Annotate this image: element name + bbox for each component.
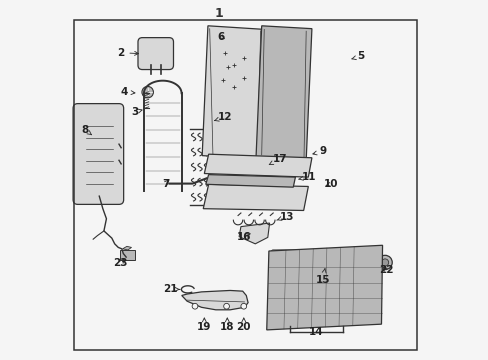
Polygon shape (255, 26, 311, 160)
Text: 21: 21 (163, 284, 180, 294)
Text: 7: 7 (162, 179, 169, 189)
Text: 8: 8 (81, 125, 91, 135)
Polygon shape (203, 184, 308, 211)
Text: 18: 18 (220, 318, 234, 332)
Text: 23: 23 (113, 258, 128, 268)
Text: 5: 5 (351, 51, 364, 61)
Circle shape (377, 255, 391, 270)
Text: 2: 2 (117, 48, 138, 58)
Text: 6: 6 (217, 32, 224, 41)
Text: 9: 9 (312, 146, 326, 156)
FancyBboxPatch shape (271, 250, 376, 264)
Polygon shape (204, 154, 311, 177)
FancyBboxPatch shape (138, 38, 173, 69)
Polygon shape (182, 291, 247, 310)
Text: 3: 3 (131, 107, 142, 117)
Text: 20: 20 (236, 318, 250, 332)
Text: 13: 13 (276, 212, 293, 221)
Polygon shape (266, 245, 382, 330)
Circle shape (241, 303, 246, 309)
Text: 10: 10 (323, 179, 337, 189)
Text: 17: 17 (269, 154, 286, 165)
Text: 1: 1 (215, 7, 224, 20)
FancyBboxPatch shape (73, 104, 123, 204)
Text: 16: 16 (237, 232, 251, 242)
Text: 12: 12 (214, 112, 231, 122)
Circle shape (192, 303, 198, 309)
Text: 11: 11 (298, 172, 316, 182)
Polygon shape (122, 246, 131, 250)
Text: 22: 22 (378, 265, 393, 275)
Text: 14: 14 (308, 327, 323, 337)
Circle shape (381, 259, 388, 266)
FancyBboxPatch shape (120, 250, 135, 260)
Circle shape (142, 86, 153, 98)
Text: 4: 4 (121, 87, 135, 97)
Text: 15: 15 (315, 269, 329, 285)
Polygon shape (202, 26, 264, 159)
FancyBboxPatch shape (267, 29, 287, 38)
Circle shape (223, 303, 229, 309)
Text: 19: 19 (197, 318, 211, 332)
Polygon shape (239, 223, 269, 244)
Polygon shape (205, 175, 295, 187)
